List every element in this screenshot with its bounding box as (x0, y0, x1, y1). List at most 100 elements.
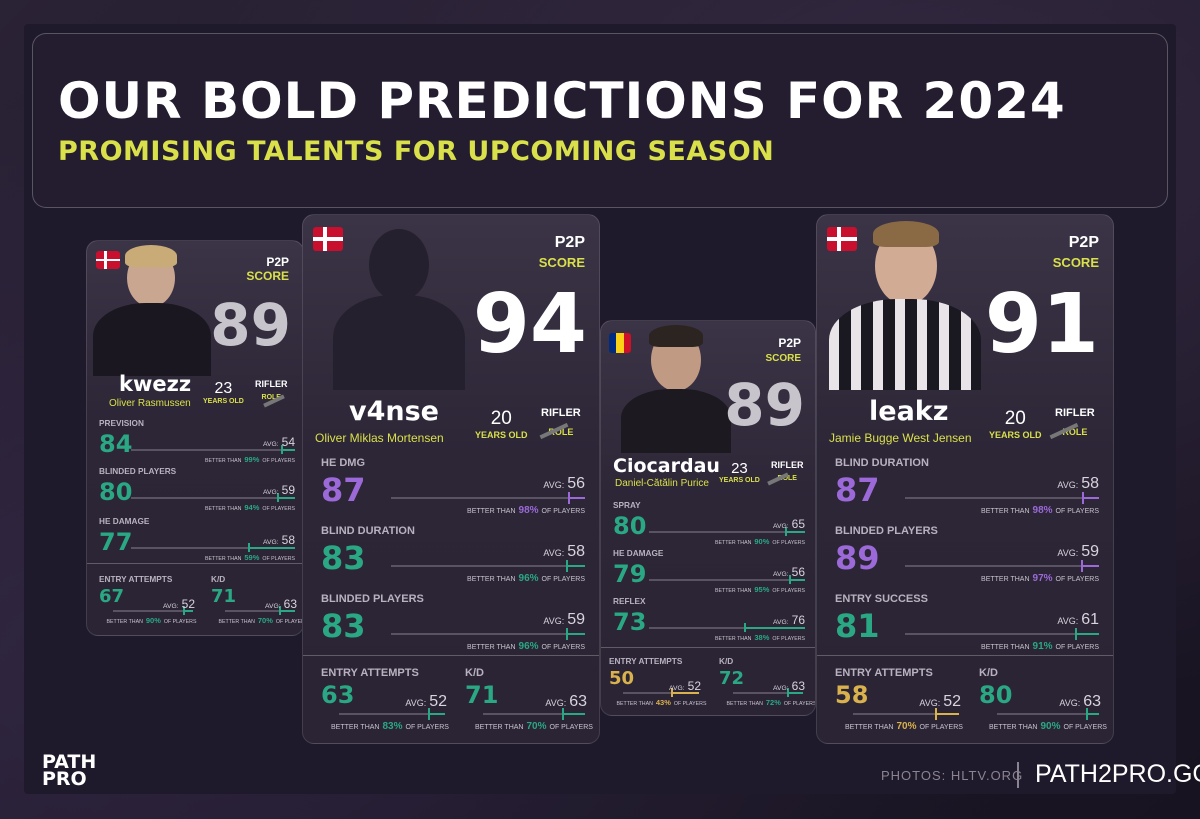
stat-better-than: BETTER THAN 72% OF PLAYERS (727, 698, 816, 707)
page-title: OUR BOLD PREDICTIONS FOR 2024 (58, 72, 1066, 130)
stat-value: 87 (835, 471, 880, 509)
stat-value: 89 (835, 539, 880, 577)
site-url[interactable]: PATH2PRO.GG (1035, 760, 1200, 788)
stat-label: BLIND DURATION (835, 457, 929, 469)
better-than-percent: 90% (1040, 721, 1061, 732)
stat-block: ENTRY ATTEMPTS 63 AVG: 52 BETTER THAN 83% OF P… (321, 667, 451, 732)
p2p-text: P2P (1068, 234, 1099, 251)
better-than-label: BETTER THAN (845, 724, 894, 731)
player-name: Daniel-Cătălin Purice (615, 478, 709, 489)
p2p-score: 94 (472, 277, 587, 372)
player-nick: v4nse (349, 396, 439, 427)
stat-better-than: BETTER THAN 96% OF PLAYERS (467, 573, 585, 584)
stat-track (905, 497, 1099, 499)
better-than-label: BETTER THAN (715, 540, 752, 546)
stat-track (391, 497, 585, 499)
stat-value: 80 (979, 681, 1013, 709)
role-label: ROLE (261, 394, 281, 401)
of-players-label: OF PLAYERS (783, 700, 816, 707)
stat-track (112, 609, 193, 612)
p2p-score: 91 (984, 277, 1099, 372)
p2p-label: P2P SCORE (539, 233, 585, 273)
avg-value: 58 (567, 543, 585, 560)
stat-avg: AVG: 52 (919, 693, 961, 711)
stat-label: HE DAMAGE (99, 517, 150, 526)
p2p-label: P2P SCORE (765, 335, 801, 367)
stat-label: BLINDED PLAYERS (835, 525, 938, 537)
stat-value: 63 (321, 681, 355, 709)
stat-marker (787, 687, 790, 697)
better-than-label: BETTER THAN (331, 724, 380, 731)
stat-avg: AVG: 56 (773, 563, 805, 581)
age-value: 20 (490, 408, 512, 429)
p2p-text: P2P (266, 255, 289, 269)
better-than-percent: 70% (257, 615, 273, 625)
stat-avg: AVG: 59 (263, 481, 295, 499)
p2p-score: 89 (724, 371, 805, 439)
avg-value: 61 (1081, 611, 1099, 628)
divider (87, 563, 303, 564)
of-players-label: OF PLAYERS (549, 724, 593, 731)
stat-track (130, 449, 295, 451)
avg-value: 58 (281, 532, 295, 547)
stat-label: ENTRY SUCCESS (835, 593, 928, 605)
stat-avg: AVG: 56 (543, 475, 585, 493)
stat-label: ENTRY ATTEMPTS (835, 667, 933, 679)
stat-label: ENTRY ATTEMPTS (609, 657, 683, 666)
stat-fill (281, 449, 295, 451)
stat-better-than: BETTER THAN 90% OF PLAYERS (715, 537, 805, 546)
stat-better-than: BETTER THAN 91% OF PLAYERS (981, 641, 1099, 652)
of-players-label: OF PLAYERS (1063, 724, 1107, 731)
stat-block: BLIND DURATION 83 AVG: 58 BETTER THAN 96% OF P… (321, 525, 589, 587)
denmark-flag-icon (96, 251, 120, 269)
role-value: RIFLER (255, 379, 288, 389)
p2p-label: P2P SCORE (246, 255, 289, 283)
stat-fill (567, 497, 585, 499)
romania-flag-icon (609, 333, 631, 353)
stat-value: 80 (99, 477, 133, 506)
stat-value: 87 (321, 471, 366, 509)
stat-fill (788, 579, 805, 581)
avg-label: AVG: (773, 684, 789, 692)
better-than-percent: 96% (518, 573, 539, 584)
stat-track (130, 497, 295, 499)
stat-marker (427, 708, 430, 720)
divider (303, 655, 599, 656)
of-players-label: OF PLAYERS (772, 636, 805, 642)
stat-marker (281, 445, 284, 455)
stat-value: 58 (835, 681, 869, 709)
avg-label: AVG: (543, 548, 565, 558)
role-value: RIFLER (771, 460, 804, 470)
avg-value: 65 (791, 516, 805, 531)
denmark-flag-icon (827, 227, 857, 251)
stat-block: BLIND DURATION 87 AVG: 58 BETTER THAN 98% OF P… (835, 457, 1103, 519)
stat-block: K/D 80 AVG: 63 BETTER THAN 90% OF PLAYERS (979, 667, 1107, 732)
score-text: SCORE (538, 255, 585, 270)
better-than-percent: 90% (754, 537, 770, 546)
player-age: 23 YEARS OLD (203, 380, 244, 405)
of-players-label: OF PLAYERS (262, 556, 295, 562)
stat-marker (1085, 708, 1088, 720)
player-photo (87, 241, 217, 376)
stat-track (649, 579, 805, 581)
divider (601, 647, 815, 648)
stat-marker (784, 527, 787, 537)
better-than-label: BETTER THAN (989, 724, 1038, 731)
better-than-percent: 94% (244, 503, 260, 512)
player-photo-placeholder (323, 215, 473, 390)
stat-label: HE DMG (321, 457, 365, 469)
avg-label: AVG: (773, 618, 789, 626)
better-than-label: BETTER THAN (467, 576, 516, 583)
role-label: ROLE (1062, 427, 1088, 437)
stat-marker (788, 575, 791, 585)
stat-block: REFLEX 73 AVG: 76 BETTER THAN 38% OF PLAYERS (613, 597, 809, 644)
stat-track (649, 627, 805, 629)
stat-label: ENTRY ATTEMPTS (99, 575, 173, 584)
stat-block: HE DAMAGE 79 AVG: 56 BETTER THAN 95% OF PLAYER… (613, 549, 809, 596)
age-label: YEARS OLD (989, 430, 1042, 440)
stat-value: 83 (321, 539, 366, 577)
stat-marker (567, 492, 570, 504)
stat-marker (1080, 560, 1083, 572)
